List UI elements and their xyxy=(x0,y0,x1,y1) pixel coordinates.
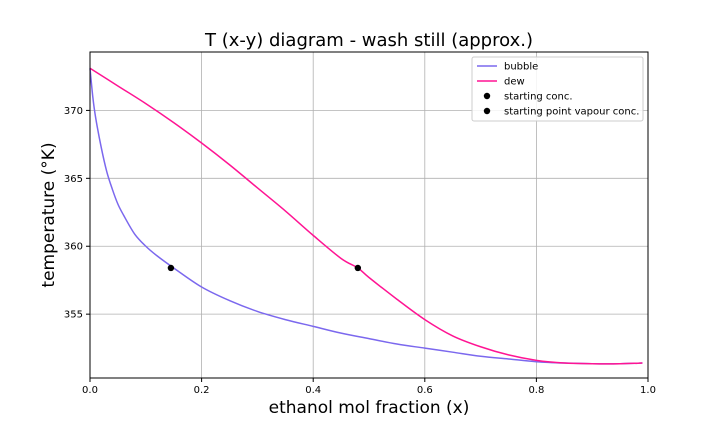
legend-label: starting point vapour conc. xyxy=(504,107,639,118)
x-axis-ticks: 0.0 0.2 0.4 0.6 0.8 1.0 xyxy=(82,378,656,396)
x-tick-label: 1.0 xyxy=(640,385,656,396)
x-axis-label: ethanol mol fraction (x) xyxy=(269,398,470,418)
legend-label: dew xyxy=(504,77,525,88)
points-layer xyxy=(167,264,362,272)
legend-swatch-dot xyxy=(483,107,491,115)
y-tick-label: 370 xyxy=(64,106,83,117)
legend-swatch-dot xyxy=(483,92,491,100)
series-line-dew xyxy=(89,67,643,365)
x-tick-label: 0.6 xyxy=(417,385,433,396)
series-layer xyxy=(89,67,643,365)
y-tick-label: 365 xyxy=(64,174,83,185)
legend-label: bubble xyxy=(504,62,538,73)
x-tick-label: 0.4 xyxy=(305,385,321,396)
x-tick-label: 0.0 xyxy=(82,385,98,396)
y-tick-label: 360 xyxy=(64,242,83,253)
point-starting-conc xyxy=(167,264,175,272)
plot-frame xyxy=(89,51,649,379)
y-axis-ticks: 355 360 365 370 xyxy=(64,106,90,321)
x-tick-label: 0.8 xyxy=(528,385,544,396)
x-tick-label: 0.2 xyxy=(194,385,210,396)
series-line-bubble xyxy=(89,68,643,365)
y-tick-label: 355 xyxy=(64,310,83,321)
chart-title: T (x-y) diagram - wash still (approx.) xyxy=(204,30,533,51)
legend: bubble dew starting conc. starting point va… xyxy=(471,56,644,122)
legend-label: starting conc. xyxy=(504,92,573,103)
point-starting-vapour-conc xyxy=(354,264,362,272)
y-axis-label: temperature (°K) xyxy=(39,142,59,287)
legend-box xyxy=(471,56,644,122)
